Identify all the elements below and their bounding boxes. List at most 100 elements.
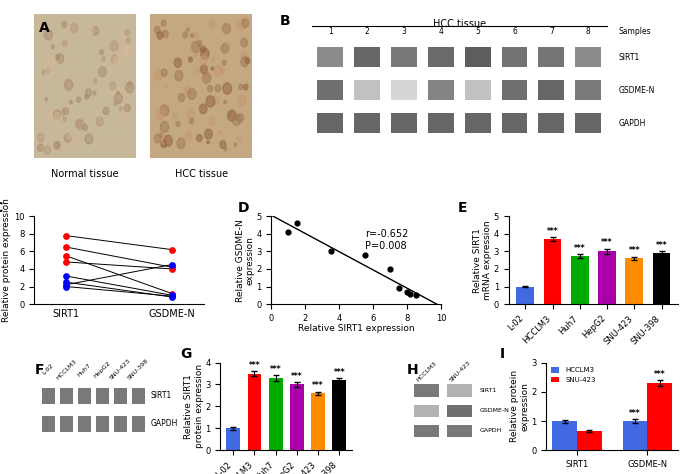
Circle shape [194, 52, 197, 57]
Point [410, 292, 421, 299]
Text: GSDME-N: GSDME-N [619, 86, 655, 95]
Point [60, 272, 71, 280]
Circle shape [49, 55, 55, 63]
Circle shape [46, 68, 51, 74]
Bar [354, 47, 380, 67]
Text: I: I [500, 347, 506, 361]
Bar [464, 113, 490, 133]
Circle shape [244, 84, 248, 90]
Bar [247, 374, 261, 450]
Text: GAPDH: GAPDH [150, 419, 177, 428]
Text: Normal tissue: Normal tissue [51, 169, 119, 179]
Y-axis label: Relative GSDME-N
expression: Relative GSDME-N expression [236, 219, 255, 301]
Circle shape [159, 29, 164, 36]
Circle shape [199, 104, 207, 114]
Circle shape [124, 104, 130, 112]
Circle shape [54, 141, 60, 149]
Bar [78, 416, 91, 432]
Point [60, 243, 71, 251]
Circle shape [164, 135, 173, 146]
Circle shape [162, 30, 168, 37]
Circle shape [96, 117, 103, 126]
Text: H: H [406, 363, 418, 376]
Circle shape [50, 110, 55, 116]
Point [60, 283, 71, 290]
Circle shape [128, 82, 132, 86]
Bar [575, 113, 601, 133]
Circle shape [106, 139, 114, 151]
Circle shape [42, 70, 46, 74]
Bar [391, 113, 417, 133]
Circle shape [241, 57, 249, 67]
Circle shape [200, 55, 208, 65]
Circle shape [177, 138, 185, 148]
Circle shape [114, 102, 116, 106]
Text: SIRT1: SIRT1 [479, 388, 497, 393]
Bar [414, 405, 439, 417]
Circle shape [174, 58, 182, 67]
Circle shape [190, 33, 194, 37]
Circle shape [239, 84, 243, 90]
Circle shape [44, 146, 51, 154]
Text: F: F [34, 363, 44, 376]
Point [291, 219, 302, 227]
Circle shape [123, 35, 127, 40]
Circle shape [45, 98, 47, 101]
Point [60, 252, 71, 260]
Circle shape [76, 120, 82, 128]
Bar [42, 416, 55, 432]
Circle shape [65, 73, 67, 76]
Circle shape [229, 112, 232, 116]
Text: ***: *** [629, 246, 640, 255]
Text: GAPDH: GAPDH [619, 119, 646, 128]
Point [60, 278, 71, 286]
Circle shape [190, 118, 193, 124]
Bar [318, 47, 343, 67]
Circle shape [116, 91, 119, 94]
Circle shape [77, 97, 81, 102]
Circle shape [196, 68, 200, 73]
Text: ***: *** [656, 241, 667, 250]
Circle shape [93, 79, 97, 83]
Circle shape [119, 107, 123, 110]
Text: SNU-423: SNU-423 [449, 360, 471, 383]
Text: ***: *** [654, 370, 666, 379]
Circle shape [188, 89, 196, 100]
Circle shape [201, 48, 209, 59]
Circle shape [99, 67, 106, 77]
Circle shape [125, 45, 133, 56]
Text: C: C [0, 201, 2, 215]
Point [401, 288, 412, 296]
Bar [354, 80, 380, 100]
Circle shape [123, 54, 127, 59]
Point [166, 265, 177, 273]
Text: B: B [280, 14, 290, 28]
Point [359, 251, 370, 259]
Circle shape [53, 110, 60, 119]
Circle shape [165, 85, 167, 89]
Circle shape [83, 125, 88, 130]
Circle shape [211, 67, 214, 70]
Circle shape [154, 70, 162, 81]
Circle shape [223, 100, 226, 104]
Circle shape [103, 107, 109, 115]
Bar [290, 384, 303, 450]
Circle shape [72, 114, 75, 119]
Text: SNU-423: SNU-423 [109, 358, 132, 381]
Text: A: A [38, 21, 49, 36]
Circle shape [109, 84, 118, 96]
Circle shape [241, 38, 247, 47]
Text: HCC tissue: HCC tissue [433, 18, 486, 28]
Text: SIRT1: SIRT1 [150, 392, 171, 401]
Bar [318, 113, 343, 133]
Circle shape [93, 91, 96, 95]
Text: HCCLM3: HCCLM3 [55, 358, 77, 381]
Text: HCC tissue: HCC tissue [175, 169, 227, 179]
Circle shape [155, 27, 160, 34]
Text: ***: *** [547, 227, 558, 236]
Circle shape [162, 69, 167, 77]
Bar [42, 388, 55, 404]
Circle shape [64, 31, 67, 36]
Circle shape [111, 55, 118, 64]
Bar [428, 47, 453, 67]
